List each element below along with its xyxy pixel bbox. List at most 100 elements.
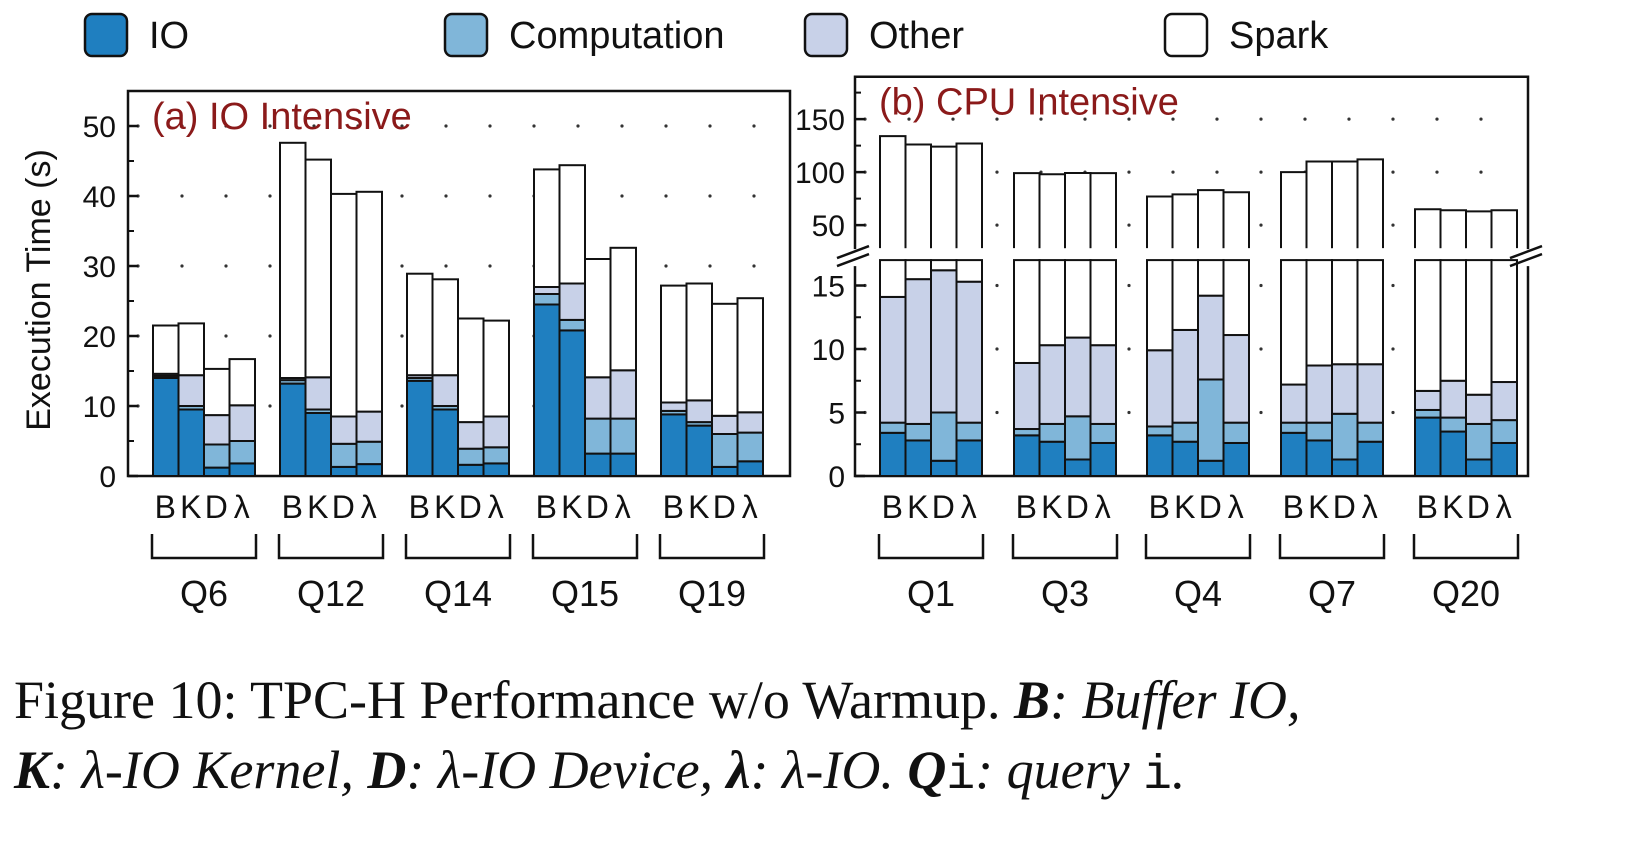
bar-q3-1-other [1038, 344, 1066, 425]
grid-dot [224, 264, 228, 268]
bar-q20-3-computation [1490, 419, 1518, 444]
caption-end: . [1171, 740, 1186, 800]
grid-dot [224, 334, 228, 338]
bar-letter-q19-3: λ [742, 489, 759, 525]
bar-q1-0-io [879, 431, 907, 478]
bar-letter-q6-3: λ [234, 489, 251, 525]
grid-dot [1435, 170, 1439, 174]
bar-q1-1-other [904, 278, 932, 425]
bar-q20-0-computation [1414, 408, 1442, 419]
bar-q14-1-io [431, 408, 459, 477]
bar-q12-0-spark [279, 141, 307, 379]
bar-q14-0-io [406, 379, 434, 477]
bar-letter-q1-1: K [907, 489, 929, 525]
y-tick-label: 40 [83, 181, 116, 214]
bar-q3-0-io [1013, 434, 1041, 477]
bar-q4-2-other [1197, 294, 1225, 381]
plot-frame-upper [853, 75, 1530, 257]
bar-q6-3-io [228, 462, 256, 477]
group-bracket-q20 [1412, 534, 1520, 560]
bar-q1-2-computation [930, 411, 958, 462]
grid-dot [576, 124, 580, 128]
bar-q7-0-spark-lower [1280, 259, 1308, 386]
bar-letter-q7-0: B [1283, 489, 1305, 525]
grid-dot [1259, 410, 1263, 415]
caption-text-lambda: : λ-IO. [750, 740, 908, 800]
bar-q6-3-other [228, 404, 256, 442]
bar-q7-0-io [1280, 431, 1308, 478]
bar-q15-3-spark [609, 246, 637, 372]
grid-dot [444, 264, 448, 268]
bar-q12-3-spark [355, 190, 383, 413]
bar-q4-2-io [1197, 459, 1225, 478]
bar-q15-2-spark [584, 258, 612, 379]
bar-q1-0-spark-lower [879, 259, 907, 298]
bar-q4-1-spark-upper [1171, 193, 1199, 249]
bar-q4-3-other [1222, 334, 1250, 424]
grid-dot [532, 124, 536, 128]
grid-dot [400, 334, 404, 338]
bar-q14-0-spark [406, 272, 434, 377]
grid-dot [1215, 117, 1219, 121]
bar-q20-0-other [1414, 389, 1442, 411]
grid-dot [1039, 117, 1043, 121]
bar-q1-2-spark-lower [930, 259, 958, 272]
grid-dot [620, 124, 624, 128]
grid-dot [268, 124, 272, 128]
bar-q1-1-computation [904, 422, 932, 442]
bar-letter-q7-1: K [1308, 489, 1330, 525]
bar-q6-0-spark [152, 324, 180, 375]
group-label-q12: Q12 [297, 573, 365, 614]
bar-q14-3-other [482, 415, 510, 449]
group-bracket-q15 [531, 534, 639, 560]
bar-letter-q20-2: D [1467, 489, 1491, 525]
bar-q3-0-spark-lower [1013, 259, 1041, 364]
bar-q6-2-computation [203, 443, 231, 469]
bar-q1-0-other [879, 295, 907, 424]
caption-var-i-2: i [1143, 749, 1172, 803]
grid-dot [1303, 117, 1307, 121]
grid-dot [752, 124, 756, 128]
y-tick-label: 15 [812, 271, 845, 304]
group-bracket-q1 [877, 534, 985, 560]
group-label-q19: Q19 [678, 573, 746, 614]
caption-key-q: Q [907, 740, 947, 800]
bar-q14-3-io [482, 462, 510, 477]
bar-letter-q12-3: λ [361, 489, 378, 525]
bar-q4-1-computation [1171, 421, 1199, 443]
group-bracket-q14 [404, 534, 512, 560]
bar-q12-1-io [304, 412, 332, 477]
bar-q14-2-io [457, 463, 485, 477]
bar-q15-1-spark [558, 164, 586, 285]
bar-q6-3-spark [228, 358, 256, 407]
bar-q6-0-io [152, 377, 180, 477]
bar-q20-2-spark-upper [1465, 210, 1493, 249]
grid-dot [268, 334, 272, 338]
y-tick-label: 150 [795, 104, 845, 137]
grid-dot [907, 117, 911, 121]
group-bracket-q19 [658, 534, 766, 560]
bar-q6-1-spark [177, 322, 205, 377]
bar-q15-2-computation [584, 417, 612, 455]
grid-dot [995, 347, 999, 351]
bar-letter-q4-3: λ [1228, 489, 1245, 525]
bar-q14-2-spark [457, 317, 485, 424]
caption-text-d: : λ-IO Device, [406, 740, 727, 800]
bar-q3-3-spark-upper [1089, 172, 1117, 249]
bar-letter-q4-2: D [1199, 489, 1223, 525]
grid-dot [752, 194, 756, 198]
legend: IO Computation Other Spark [83, 12, 1329, 58]
grid-dot [664, 124, 668, 128]
grid-dot [268, 194, 272, 198]
grid-dot [1259, 347, 1263, 351]
bar-q14-2-computation [457, 447, 485, 466]
bar-letter-q6-1: K [180, 489, 202, 525]
bar-q12-1-other [304, 376, 332, 411]
grid-dot [400, 124, 404, 128]
bar-letter-q15-3: λ [615, 489, 632, 525]
bar-q6-2-spark [203, 367, 231, 417]
bar-q20-3-io [1490, 441, 1518, 478]
grid-dot [995, 170, 999, 174]
